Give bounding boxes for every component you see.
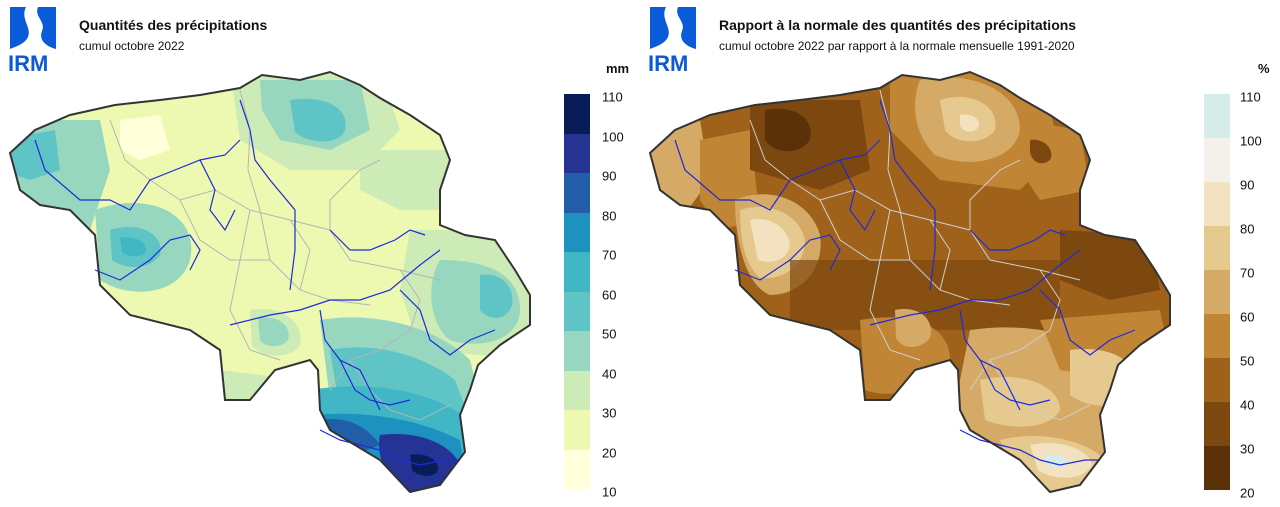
legend-unit: mm [606, 61, 630, 76]
legend-tick-label: 60 [1240, 309, 1255, 325]
legend-tick-label: 30 [602, 405, 617, 421]
legend-tick-label: 90 [602, 168, 617, 184]
precipitation-ratio-panel: IRM Rapport à la normale des quantités d… [640, 0, 1280, 507]
legend-swatch [564, 212, 590, 252]
legend-swatch [1204, 182, 1230, 226]
legend-swatch [564, 173, 590, 213]
legend-swatch [564, 410, 590, 450]
ratio-legend [1204, 94, 1230, 490]
legend-swatch [1204, 402, 1230, 446]
legend-swatch [564, 94, 590, 134]
legend-tick-label: 50 [602, 326, 617, 342]
legend-swatch [1204, 314, 1230, 358]
legend-swatch [1204, 358, 1230, 402]
precipitation-amount-panel: IRM Quantités des précipitations cumul o… [8, 7, 630, 500]
legend-tick-label: 90 [1240, 177, 1255, 193]
legend-swatch [564, 252, 590, 292]
legend-tick-label: 20 [602, 445, 617, 460]
legend-swatch [1204, 138, 1230, 182]
legend-tick-label: 40 [1240, 397, 1255, 413]
legend-tick-label: 110 [602, 89, 623, 105]
precipitation-legend [564, 94, 590, 489]
legend-swatch [564, 449, 590, 489]
rivers [34, 99, 496, 466]
precipitation-fill [10, 72, 530, 492]
legend-tick-label: 20 [1240, 485, 1255, 501]
map-subtitle: cumul octobre 2022 par rapport à la norm… [719, 39, 1075, 53]
legend-tick-label: 30 [1240, 441, 1255, 457]
legend-unit: % [1258, 61, 1270, 76]
country-outline [8, 70, 531, 494]
legend-tick-label: 100 [1240, 133, 1262, 149]
precipitation-map [8, 70, 531, 494]
map-subtitle: cumul octobre 2022 [79, 39, 185, 53]
precipitation-ratio-map [648, 70, 1171, 494]
legend-tick-label: 70 [1240, 265, 1255, 281]
legend-tick-label: 60 [602, 287, 617, 302]
irm-logo: IRM [8, 7, 56, 73]
legend-tick-label: 10 [602, 484, 617, 500]
legend-tick-label: 70 [602, 247, 617, 263]
legend-swatch [564, 370, 590, 410]
irm-logo: IRM [648, 7, 696, 73]
ratio-fill [650, 72, 1170, 492]
legend-swatch [564, 133, 590, 173]
legend-tick-label: 80 [1240, 221, 1255, 237]
legend-swatch [564, 331, 590, 371]
legend-swatch [564, 291, 590, 331]
map-title: Rapport à la normale des quantités des p… [719, 17, 1077, 33]
logo-text: IRM [648, 51, 688, 73]
legend-tick-label: 110 [1240, 89, 1261, 105]
logo-text: IRM [8, 51, 48, 73]
legend-tick-label: 40 [602, 366, 617, 381]
country-outline [648, 70, 1171, 494]
legend-swatch [1204, 226, 1230, 270]
legend-swatch [1204, 270, 1230, 314]
legend-tick-label: 50 [1240, 353, 1255, 369]
rivers [674, 99, 1136, 466]
legend-tick-label: 100 [602, 129, 624, 144]
province-boundaries [749, 89, 1091, 421]
province-boundaries [109, 89, 451, 421]
map-title: Quantités des précipitations [79, 17, 268, 33]
legend-tick-label: 80 [602, 208, 617, 223]
legend-swatch [1204, 94, 1230, 138]
legend-swatch [1204, 446, 1230, 490]
